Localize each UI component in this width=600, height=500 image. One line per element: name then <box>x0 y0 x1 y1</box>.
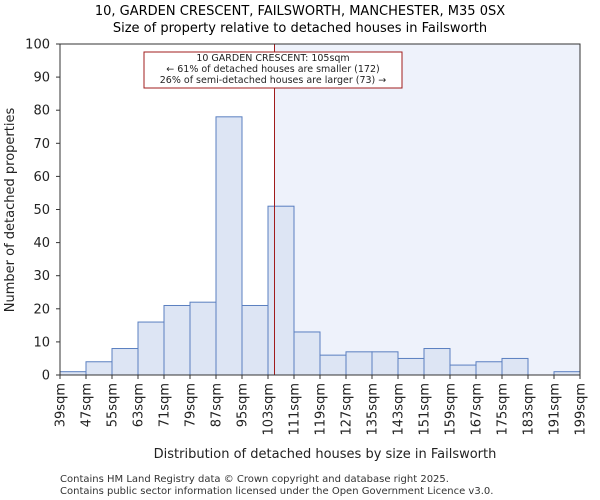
y-tick-label: 90 <box>33 71 50 86</box>
bar-151sqm <box>423 348 451 376</box>
bar-103sqm <box>267 205 295 376</box>
footer-line-1: Contains HM Land Registry data © Crown c… <box>60 474 449 485</box>
bar-47sqm <box>85 361 113 376</box>
x-tick-label: 87sqm <box>210 383 225 427</box>
chart-subtitle: Size of property relative to detached ho… <box>113 21 487 36</box>
bar-79sqm <box>189 301 217 376</box>
property-annotation: 10 GARDEN CRESCENT: 105sqm ← 61% of deta… <box>143 51 403 89</box>
bar-135sqm <box>371 351 399 376</box>
x-tick-label: 199sqm <box>574 383 589 436</box>
x-tick-label: 167sqm <box>470 383 485 436</box>
x-tick-label: 55sqm <box>106 383 121 427</box>
x-tick-label: 175sqm <box>496 383 511 436</box>
x-tick-label: 183sqm <box>522 383 537 436</box>
y-tick-label: 50 <box>33 203 50 218</box>
bar-95sqm <box>241 304 269 376</box>
y-axis-label: Number of detached properties <box>3 108 18 313</box>
y-tick-label: 100 <box>25 38 50 53</box>
x-tick-label: 71sqm <box>158 383 173 427</box>
x-tick-label: 151sqm <box>418 383 433 436</box>
x-tick-label: 95sqm <box>236 383 251 427</box>
bar-119sqm <box>319 354 347 376</box>
x-tick-label: 63sqm <box>132 383 147 427</box>
x-tick-label: 143sqm <box>392 383 407 436</box>
annotation-line-1: 10 GARDEN CRESCENT: 105sqm <box>196 53 349 64</box>
x-tick-label: 127sqm <box>340 383 355 436</box>
bar-159sqm <box>449 364 477 376</box>
x-tick-label: 39sqm <box>54 383 69 427</box>
y-tick-label: 20 <box>33 302 50 317</box>
bar-111sqm <box>293 331 321 376</box>
bar-175sqm <box>501 357 529 376</box>
y-axis: 0 10 20 30 40 50 60 70 80 90 100 <box>25 38 60 384</box>
y-tick-label: 30 <box>33 269 50 284</box>
x-tick-label: 135sqm <box>366 383 381 436</box>
annotation-line-2: ← 61% of detached houses are smaller (17… <box>166 64 379 75</box>
x-tick-label: 47sqm <box>80 383 95 427</box>
chart-title: 10, GARDEN CRESCENT, FAILSWORTH, MANCHES… <box>95 4 505 19</box>
y-tick-label: 10 <box>33 335 50 350</box>
bar-55sqm <box>111 348 139 376</box>
y-tick-label: 80 <box>33 104 50 119</box>
x-tick-label: 79sqm <box>184 383 199 427</box>
x-tick-label: 103sqm <box>262 383 277 436</box>
annotation-line-3: 26% of semi-detached houses are larger (… <box>160 75 387 86</box>
bar-71sqm <box>163 304 191 376</box>
annotation-box <box>143 51 403 89</box>
bar-143sqm <box>397 357 425 376</box>
bar-87sqm <box>215 116 243 376</box>
x-tick-label: 191sqm <box>548 383 563 436</box>
footer-line-2: Contains public sector information licen… <box>60 486 493 497</box>
x-axis-label: Distribution of detached houses by size … <box>154 447 497 462</box>
y-tick-label: 0 <box>42 369 50 384</box>
x-tick-label: 111sqm <box>288 383 303 436</box>
bars-group <box>59 116 581 376</box>
y-tick-label: 60 <box>33 170 50 185</box>
x-tick-label: 119sqm <box>314 383 329 436</box>
bar-127sqm <box>345 351 373 376</box>
y-tick-label: 70 <box>33 137 50 152</box>
y-tick-label: 40 <box>33 236 50 251</box>
x-axis: 39sqm 47sqm 55sqm 63sqm 71sqm 79sqm 87sqm 95sqm… <box>54 375 589 436</box>
bar-167sqm <box>475 361 503 376</box>
bar-63sqm <box>137 321 165 376</box>
x-tick-label: 159sqm <box>444 383 459 436</box>
larger-properties-region <box>274 44 580 375</box>
